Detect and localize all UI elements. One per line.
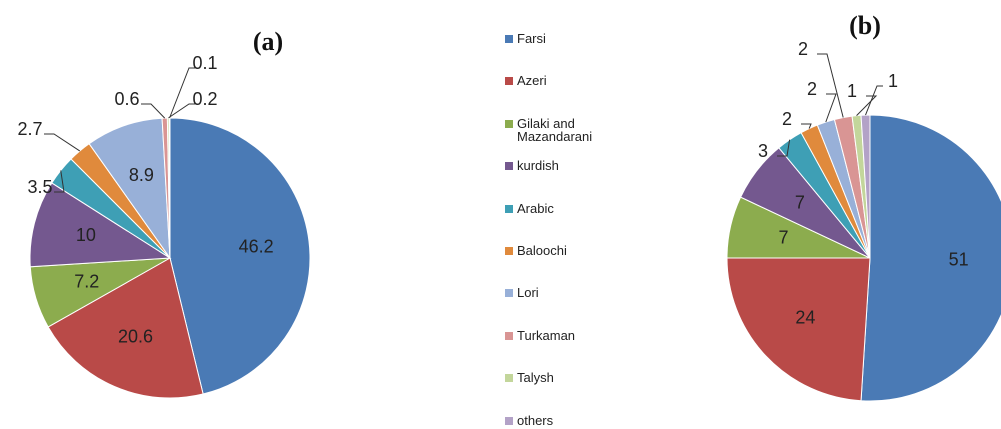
- leader-line: [169, 67, 195, 119]
- legend-swatch: [505, 331, 513, 340]
- data-label: 7.2: [74, 271, 99, 291]
- legend-swatch: [505, 35, 513, 43]
- legend-item: Talysh: [505, 371, 612, 384]
- legend-swatch: [505, 247, 513, 255]
- data-label: 0.2: [192, 89, 217, 109]
- legend-item: Azeri: [505, 74, 612, 87]
- leader-line: [856, 95, 878, 116]
- legend-swatch: [505, 162, 513, 171]
- leader-line: [825, 93, 837, 123]
- data-label: 51: [949, 250, 969, 270]
- pie-slice: [860, 114, 1001, 402]
- legend-item: others: [505, 414, 612, 427]
- data-label: 1: [847, 81, 857, 101]
- legend-label: Baloochi: [517, 243, 567, 258]
- legend-label: Arabic: [517, 200, 554, 216]
- data-label: 10: [76, 225, 96, 245]
- legend-label: Turkaman: [517, 327, 576, 343]
- data-label: 46.2: [239, 236, 274, 256]
- data-label: 20.6: [118, 326, 153, 346]
- data-label: 2: [807, 79, 817, 99]
- leader-line: [54, 170, 65, 193]
- data-label: 7: [795, 192, 805, 212]
- leader-line: [801, 123, 812, 129]
- legend-label: Gilaki and Mazandarani: [517, 115, 593, 144]
- data-label: 2: [798, 39, 808, 59]
- leader-line: [817, 53, 844, 118]
- leader-line: [777, 139, 791, 157]
- legend-swatch: [505, 119, 513, 128]
- legend-item: Turkaman: [505, 329, 612, 342]
- legend-swatch: [505, 416, 513, 425]
- data-label: 3: [758, 141, 768, 161]
- data-label: 3.5: [27, 177, 52, 197]
- legend-label: others: [517, 412, 554, 428]
- data-label: 24: [795, 307, 815, 327]
- legend-item: Gilaki and Mazandarani: [505, 117, 612, 143]
- data-label: 0.1: [192, 53, 217, 73]
- legend-item: Farsi: [505, 32, 612, 45]
- data-label: 2.7: [17, 119, 42, 139]
- legend-label: Farsi: [517, 31, 546, 46]
- pie-slice: [47, 257, 204, 399]
- leader-line: [44, 133, 81, 152]
- data-label: 7: [778, 227, 788, 247]
- legend-item: Lori: [505, 286, 612, 299]
- pie-slice: [29, 182, 172, 268]
- legend-item: Arabic: [505, 202, 612, 215]
- data-label: 8.9: [129, 165, 154, 185]
- legend-label: Azeri: [517, 73, 547, 89]
- data-label: 0.6: [114, 89, 139, 109]
- legend-swatch: [505, 289, 513, 298]
- leader-line: [141, 103, 166, 119]
- legend-label: Lori: [517, 285, 539, 301]
- chart-title: (b): [849, 11, 881, 40]
- legend-label: kurdish: [517, 158, 559, 174]
- leader-line: [167, 103, 195, 119]
- chart-title: (a): [253, 27, 283, 56]
- pie-slice: [726, 257, 871, 402]
- legend-swatch: [505, 204, 513, 213]
- data-label: 1: [888, 71, 898, 91]
- leader-line: [865, 85, 883, 116]
- legend-label: Talysh: [517, 370, 554, 386]
- legend-item: kurdish: [505, 159, 612, 172]
- legend-swatch: [505, 374, 513, 383]
- data-label: 2: [782, 109, 792, 129]
- legend-item: Baloochi: [505, 244, 612, 257]
- pie-slice: [169, 117, 311, 395]
- legend-swatch: [505, 77, 513, 86]
